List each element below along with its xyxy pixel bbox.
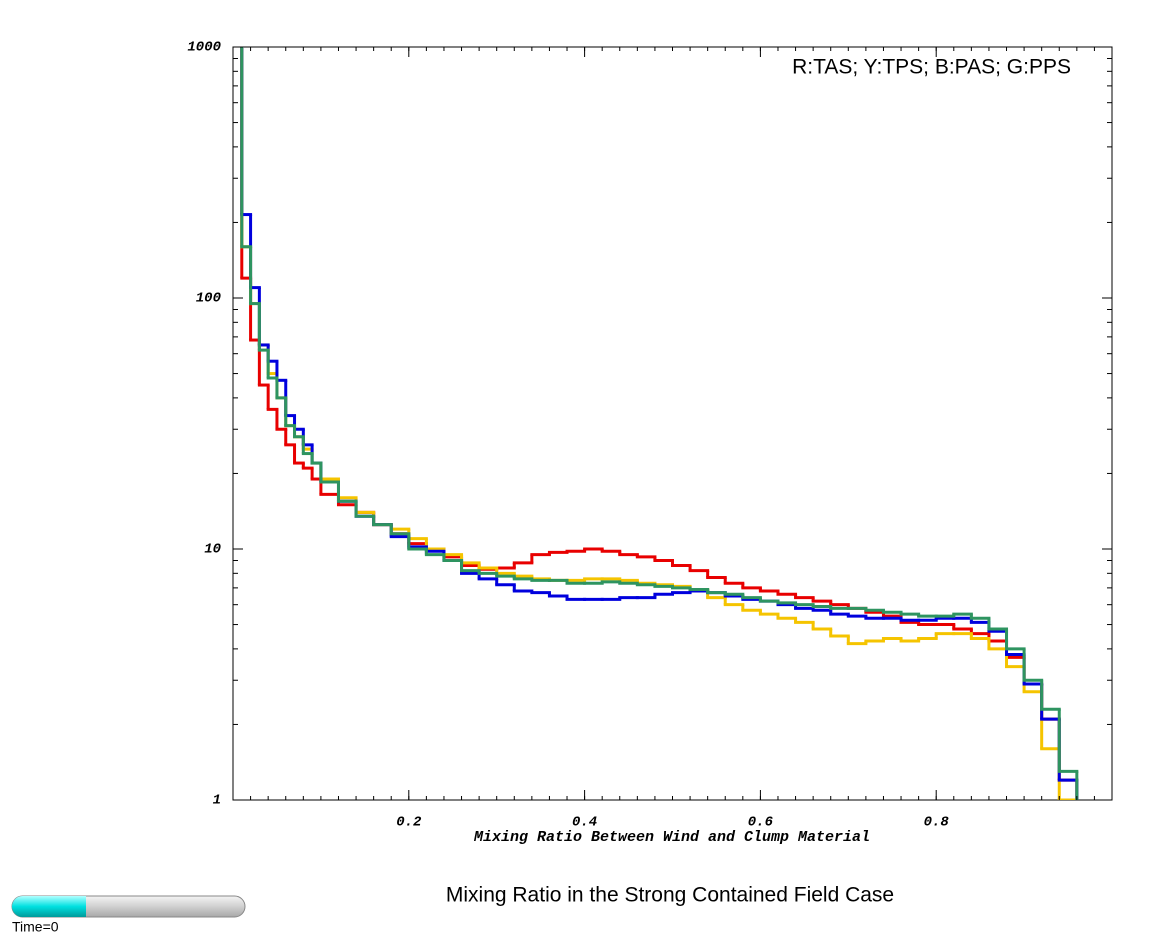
slider-fill[interactable] [11,896,86,917]
x-axis-label: Mixing Ratio Between Wind and Clump Mate… [473,829,870,846]
y-tick-label: 1 [213,793,221,809]
plot-frame [232,46,1113,801]
legend-annotation: R:TAS; Y:TPS; B:PAS; G:PPS [792,56,1071,79]
y-tick-label: 100 [196,291,221,307]
time-slider[interactable] [11,895,246,918]
x-tick-label: 0.2 [396,815,422,831]
y-tick-label: 1000 [187,40,221,56]
plot-area [240,47,1079,800]
y-tick-label: 10 [204,542,221,558]
chart-title: Mixing Ratio in the Strong Contained Fie… [446,884,894,907]
x-tick-label: 0.8 [924,815,950,831]
time-label: Time=0 [12,919,59,935]
x-tick-label: 0.6 [748,815,774,831]
x-tick-label: 0.4 [572,815,597,831]
